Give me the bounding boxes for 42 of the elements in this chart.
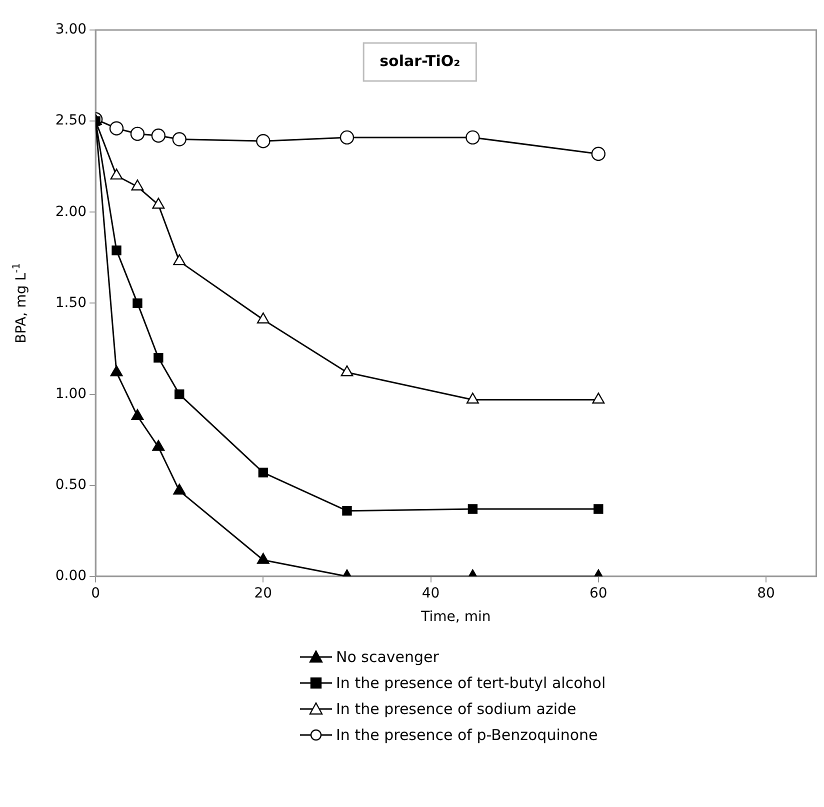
point — [152, 198, 165, 209]
point — [151, 128, 166, 143]
y-tick-label: 1.50 — [55, 294, 87, 311]
point — [131, 180, 144, 190]
legend-label: In the presence of tert-butyl alcohol — [336, 674, 606, 692]
point — [172, 132, 186, 146]
x-tick-label: 0 — [91, 585, 100, 602]
legend-label: In the presence of p-Benzoquinone — [336, 726, 598, 744]
y-tick-label: 2.00 — [55, 204, 87, 220]
y-tick-label: 2.50 — [55, 112, 87, 129]
y-tick-label: 3.00 — [55, 22, 87, 38]
point — [591, 146, 606, 161]
y-axis-title: BPA, mg L-1 — [12, 263, 30, 344]
point — [256, 552, 270, 564]
x-tick-label: 20 — [254, 585, 272, 602]
annotation: solar-TiO₂ — [380, 52, 460, 70]
y-tick-label: 1.00 — [55, 386, 87, 402]
legend-label: In the presence of sodium azide — [336, 700, 576, 718]
point — [112, 246, 122, 256]
point — [132, 298, 142, 308]
point — [340, 365, 354, 376]
point — [256, 312, 270, 324]
x-tick-label: 40 — [422, 585, 440, 602]
point — [131, 409, 144, 420]
point — [152, 440, 165, 451]
x-tick-label: 60 — [589, 585, 608, 602]
point — [173, 254, 186, 266]
point — [109, 121, 124, 136]
x-tick-label: 80 — [757, 585, 775, 602]
legend-label: No scavenger — [336, 648, 439, 666]
x-axis-title: Time, min — [420, 609, 491, 626]
point — [466, 392, 479, 404]
y-tick-label: 0.50 — [55, 476, 87, 493]
point — [466, 130, 480, 145]
point — [110, 365, 123, 376]
y-tick-label: 0.00 — [55, 568, 87, 584]
point — [256, 134, 270, 148]
point — [110, 168, 123, 180]
point — [340, 130, 354, 145]
point — [130, 126, 145, 141]
point — [173, 484, 186, 495]
point — [592, 392, 605, 404]
